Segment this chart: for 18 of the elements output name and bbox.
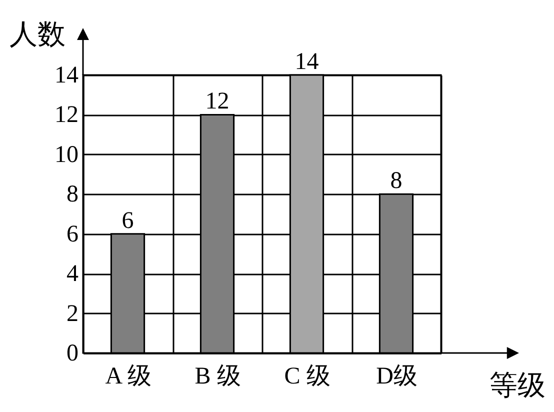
y-tick-label: 2	[66, 300, 78, 327]
x-tick-label: B 级	[194, 364, 241, 390]
data-label: 8	[390, 168, 402, 194]
x-tick-label: A 级	[105, 364, 152, 390]
x-tick-label: D级	[376, 364, 418, 390]
y-tick-label: 14	[54, 62, 78, 88]
y-axis-title: 人数	[10, 20, 66, 50]
data-label: 6	[122, 208, 134, 234]
y-tick-label: 8	[66, 182, 78, 208]
x-tick-label: C 级	[284, 364, 330, 390]
y-tick-label: 0	[66, 340, 78, 366]
y-tick-label: 4	[66, 261, 78, 288]
y-tick-label: 6	[66, 221, 78, 248]
y-tick-label: 12	[54, 102, 78, 128]
x-axis-title: 等级	[490, 370, 546, 402]
y-tick-label: 10	[54, 142, 78, 168]
data-label: 12	[205, 88, 230, 115]
data-label: 14	[294, 49, 319, 75]
